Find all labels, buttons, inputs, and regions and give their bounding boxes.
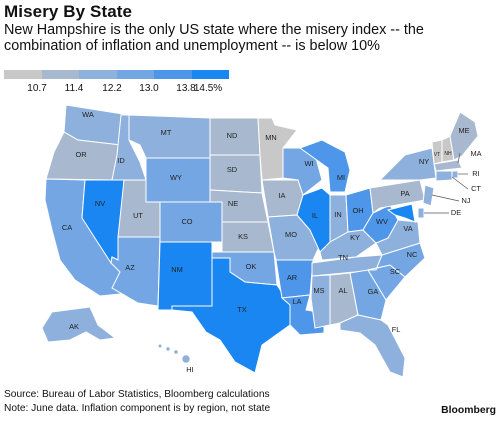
state-label: TX — [237, 305, 247, 314]
state-label: PA — [400, 189, 409, 198]
state-label: MI — [337, 173, 345, 182]
state-label: SD — [227, 165, 237, 174]
state-nj[interactable] — [422, 184, 435, 207]
state-label: IA — [279, 191, 286, 200]
state-label: GA — [368, 287, 379, 296]
legend-swatch-4 — [154, 70, 192, 79]
state-label: OK — [246, 262, 257, 271]
state-label: AZ — [125, 263, 135, 272]
state-label: CA — [62, 223, 72, 232]
legend-tick: 14.5% — [193, 83, 223, 94]
state-label: CT — [471, 184, 481, 193]
legend-swatch-1 — [41, 70, 79, 79]
state-label: WA — [82, 110, 94, 119]
state-ga[interactable] — [349, 269, 387, 321]
legend-swatch-0 — [4, 70, 42, 79]
legend-swatch-5 — [191, 70, 229, 79]
us-state-map: WA OR CA ID NV UT AZ MT WY CO NM ND SD N… — [41, 104, 482, 378]
state-ct[interactable] — [435, 170, 453, 182]
state-label: SC — [390, 267, 401, 276]
state-ks[interactable] — [221, 221, 275, 253]
state-label: ID — [117, 156, 124, 165]
state-label: NE — [228, 199, 238, 208]
state-ma[interactable] — [433, 159, 463, 172]
legend-swatch-3 — [116, 70, 154, 79]
legend-ticks: 10.7 11.4 12.2 13.0 13.8 14.5% — [4, 83, 229, 97]
ct-leader-line — [451, 176, 469, 190]
state-label: HI — [186, 365, 193, 374]
state-label: OH — [352, 206, 363, 215]
color-legend: 10.7 11.4 12.2 13.0 13.8 14.5% — [4, 70, 229, 102]
state-label: RI — [472, 169, 479, 178]
state-label: ME — [458, 126, 469, 135]
legend-tick: 13.0 — [139, 83, 159, 94]
state-nm[interactable] — [157, 241, 213, 311]
state-label: NY — [419, 157, 429, 166]
chart-subtitle: New Hampshire is the only US state where… — [4, 22, 424, 54]
state-pa[interactable] — [369, 179, 426, 214]
state-label: AK — [69, 322, 79, 331]
state-label: TN — [338, 253, 348, 262]
state-label: WY — [170, 173, 182, 182]
state-label: ND — [227, 131, 238, 140]
state-label: DE — [451, 208, 461, 217]
state-fl[interactable] — [339, 314, 406, 378]
state-label: VT — [434, 152, 440, 158]
state-label: LA — [292, 297, 301, 306]
legend-color-bar — [4, 70, 229, 79]
nj-leader-line — [431, 194, 460, 202]
state-label: NC — [407, 250, 418, 259]
state-label: MT — [161, 128, 172, 137]
state-label: AL — [338, 286, 347, 295]
state-label: AR — [287, 273, 297, 282]
state-label: IL — [312, 211, 318, 220]
bloomberg-logo: Bloomberg — [441, 405, 496, 416]
state-me[interactable] — [449, 111, 479, 161]
state-md[interactable] — [386, 203, 416, 223]
legend-tick: 11.4 — [64, 83, 84, 94]
state-label: MA — [470, 149, 481, 158]
state-label: KY — [350, 233, 360, 242]
legend-tick: 12.2 — [102, 83, 122, 94]
state-label: NM — [171, 265, 183, 274]
chart-title: Misery By State — [4, 2, 133, 21]
state-label: WV — [376, 217, 388, 226]
state-label: IN — [334, 210, 341, 219]
state-label: NV — [95, 199, 105, 208]
state-sd[interactable] — [209, 154, 263, 194]
state-label: UT — [133, 211, 143, 220]
state-label: VA — [403, 224, 412, 233]
ma-leader-line — [457, 152, 461, 164]
legend-tick: 13.8 — [176, 83, 196, 94]
state-tx[interactable] — [171, 257, 291, 374]
legend-tick: 10.7 — [27, 83, 47, 94]
state-label: FL — [392, 325, 401, 334]
data-note: Note: June data. Inflation component is … — [4, 403, 271, 414]
state-label: WI — [304, 159, 313, 168]
state-label: NH — [444, 151, 452, 157]
state-label: NJ — [461, 196, 470, 205]
state-label: OR — [75, 150, 86, 159]
state-label: MS — [313, 286, 324, 295]
state-label: MO — [285, 230, 297, 239]
state-ms[interactable] — [310, 274, 331, 329]
state-mi[interactable] — [298, 139, 351, 193]
state-de[interactable] — [417, 207, 425, 219]
state-label: KS — [238, 232, 248, 241]
state-label: MN — [265, 133, 277, 142]
state-la[interactable] — [280, 294, 325, 336]
source-note: Source: Bureau of Labor Statistics, Bloo… — [4, 389, 270, 400]
state-ak[interactable] — [41, 306, 117, 343]
state-label: CO — [181, 217, 192, 226]
state-hi[interactable] — [157, 343, 191, 364]
legend-swatch-2 — [79, 70, 117, 79]
state-ri[interactable] — [451, 170, 459, 179]
